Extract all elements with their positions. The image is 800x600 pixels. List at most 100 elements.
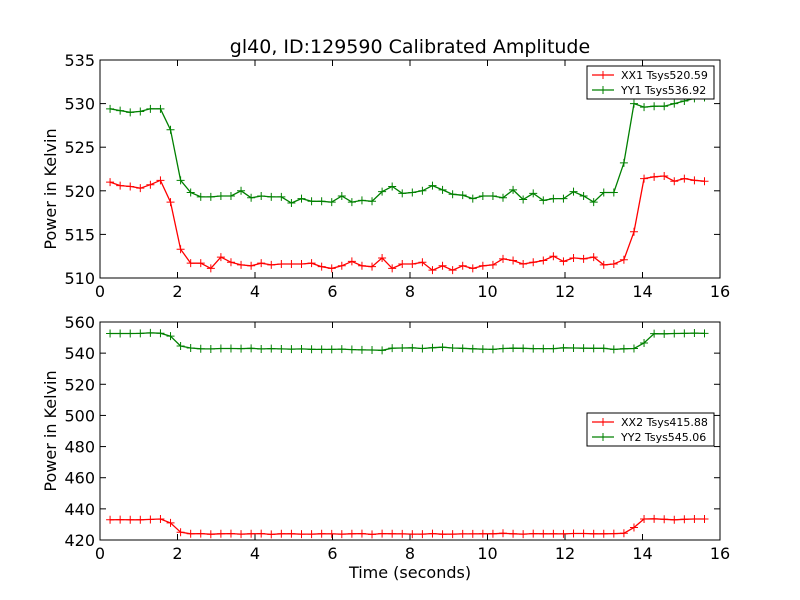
top-x-tick-label: 0 (95, 282, 105, 301)
bottom-x-tick-label: 2 (172, 544, 182, 563)
top-data-point (509, 185, 518, 194)
bottom-data-point (287, 529, 296, 538)
top-data-point (408, 260, 417, 269)
bottom-data-point (166, 332, 175, 341)
top-data-point (277, 192, 286, 201)
bottom-data-point (569, 344, 578, 353)
bottom-x-tick-label: 6 (327, 544, 337, 563)
bottom-data-point (327, 529, 336, 538)
top-data-point (146, 180, 155, 189)
bottom-data-point (176, 528, 185, 537)
top-x-tick-label: 4 (250, 282, 260, 301)
chart-title: gl40, ID:129590 Calibrated Amplitude (230, 36, 590, 58)
bottom-x-tick-label: 4 (250, 544, 260, 563)
bottom-panel: 0 2 4 6 8 10 12 14 16 420 440 460 480 500 520 540 560 XX2… (64, 313, 730, 563)
top-data-point (468, 194, 477, 203)
top-data-point (378, 253, 387, 262)
top-data-point (226, 192, 235, 201)
bottom-data-point (478, 529, 487, 538)
bottom-data-point (609, 529, 618, 538)
top-data-point (116, 106, 125, 115)
top-data-point (670, 99, 679, 108)
bottom-data-point (599, 344, 608, 353)
bottom-data-point (680, 515, 689, 524)
top-data-point (408, 188, 417, 197)
top-data-point (700, 177, 709, 186)
bottom-data-point (529, 529, 538, 538)
bottom-x-tick-label: 10 (477, 544, 497, 563)
bottom-data-point (156, 329, 165, 338)
top-x-tick-label: 12 (555, 282, 575, 301)
top-data-point (176, 245, 185, 254)
top-y-tick-label: 530 (64, 95, 95, 114)
top-data-point (579, 192, 588, 201)
top-data-point (509, 256, 518, 265)
top-data-point (186, 259, 195, 268)
bottom-data-point (317, 345, 326, 354)
top-y-tick-label: 510 (64, 269, 95, 288)
top-data-point (106, 104, 115, 113)
bottom-y-axis-label: Power in Kelvin (41, 370, 60, 491)
bottom-data-point (629, 344, 638, 353)
bottom-data-point (549, 529, 558, 538)
bottom-data-point (206, 344, 215, 353)
bottom-y-tick-label: 420 (64, 531, 95, 550)
top-data-point (599, 188, 608, 197)
top-data-point (307, 197, 316, 206)
top-data-point (519, 195, 528, 204)
bottom-data-point (438, 343, 447, 352)
bottom-data-point (126, 329, 135, 338)
top-data-point (670, 177, 679, 186)
bottom-x-tick-label: 12 (555, 544, 575, 563)
top-data-point (186, 188, 195, 197)
top-data-point (398, 189, 407, 198)
top-data-point (569, 253, 578, 262)
top-data-point (609, 260, 618, 269)
top-y-axis-label: Power in Kelvin (41, 128, 60, 249)
top-data-point (589, 253, 598, 262)
top-data-point (297, 194, 306, 203)
bottom-data-point (388, 529, 397, 538)
top-data-point (549, 194, 558, 203)
top-data-point (237, 260, 246, 269)
bottom-data-point (307, 345, 316, 354)
bottom-data-point (388, 344, 397, 353)
top-data-point (317, 262, 326, 271)
bottom-data-point (458, 529, 467, 538)
bottom-data-point (660, 515, 669, 524)
top-data-point (448, 266, 457, 275)
bottom-series-line-1 (110, 332, 705, 351)
bottom-data-point (579, 344, 588, 353)
top-x-tick-label: 10 (477, 282, 497, 301)
bottom-data-point (519, 530, 528, 539)
top-data-point (257, 192, 266, 201)
top-data-point (549, 252, 558, 261)
bottom-y-tick-label: 560 (64, 313, 95, 332)
bottom-data-point (690, 329, 699, 338)
top-data-point (650, 172, 659, 181)
top-panel: 0 2 4 6 8 10 12 14 16 510 515 520 525 530 535 XX1 Tsys5… (64, 51, 730, 301)
bottom-data-point (257, 529, 266, 538)
bottom-data-point (378, 346, 387, 355)
top-x-tick-label: 2 (172, 282, 182, 301)
bottom-data-point (186, 344, 195, 353)
top-legend-marker (599, 86, 607, 94)
bottom-data-point (589, 529, 598, 538)
top-data-point (337, 261, 346, 270)
bottom-data-point (368, 530, 377, 539)
bottom-data-point (619, 344, 628, 353)
top-data-point (267, 260, 276, 269)
bottom-data-point (428, 529, 437, 538)
top-data-point (619, 255, 628, 264)
top-data-point (529, 258, 538, 267)
bottom-data-point (458, 344, 467, 353)
top-data-point (488, 192, 497, 201)
bottom-data-point (337, 345, 346, 354)
bottom-data-point (337, 530, 346, 539)
bottom-data-point (549, 344, 558, 353)
bottom-data-point (559, 529, 568, 538)
bottom-data-point (327, 345, 336, 354)
bottom-data-point (287, 345, 296, 354)
top-data-point (629, 99, 638, 108)
